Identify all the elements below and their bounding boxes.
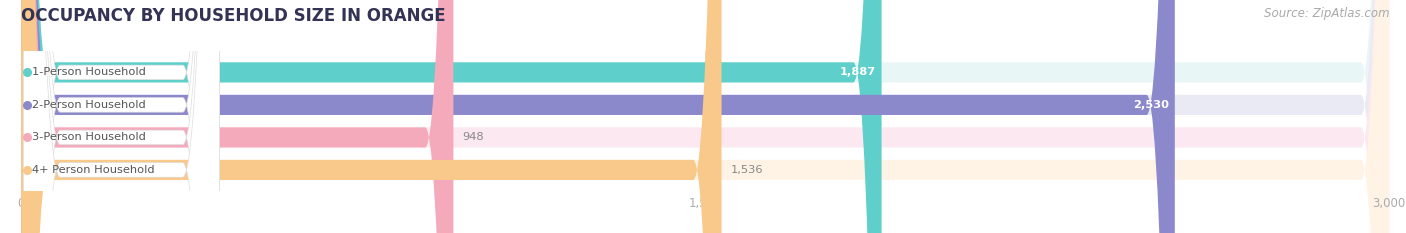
Text: 2,530: 2,530 [1133, 100, 1170, 110]
Text: 3-Person Household: 3-Person Household [32, 132, 146, 142]
Text: 948: 948 [463, 132, 484, 142]
FancyBboxPatch shape [21, 0, 1389, 233]
Text: 4+ Person Household: 4+ Person Household [32, 165, 155, 175]
FancyBboxPatch shape [24, 0, 219, 233]
FancyBboxPatch shape [21, 0, 721, 233]
FancyBboxPatch shape [21, 0, 1175, 233]
Text: 1,887: 1,887 [839, 67, 876, 77]
Text: Source: ZipAtlas.com: Source: ZipAtlas.com [1264, 7, 1389, 20]
Text: 1-Person Household: 1-Person Household [32, 67, 146, 77]
Text: 2-Person Household: 2-Person Household [32, 100, 145, 110]
FancyBboxPatch shape [21, 0, 453, 233]
Text: 1,536: 1,536 [731, 165, 763, 175]
FancyBboxPatch shape [24, 0, 219, 233]
FancyBboxPatch shape [21, 0, 1389, 233]
FancyBboxPatch shape [21, 0, 1389, 233]
Text: OCCUPANCY BY HOUSEHOLD SIZE IN ORANGE: OCCUPANCY BY HOUSEHOLD SIZE IN ORANGE [21, 7, 446, 25]
FancyBboxPatch shape [21, 0, 1389, 233]
FancyBboxPatch shape [21, 0, 882, 233]
FancyBboxPatch shape [24, 0, 219, 233]
FancyBboxPatch shape [24, 0, 219, 233]
